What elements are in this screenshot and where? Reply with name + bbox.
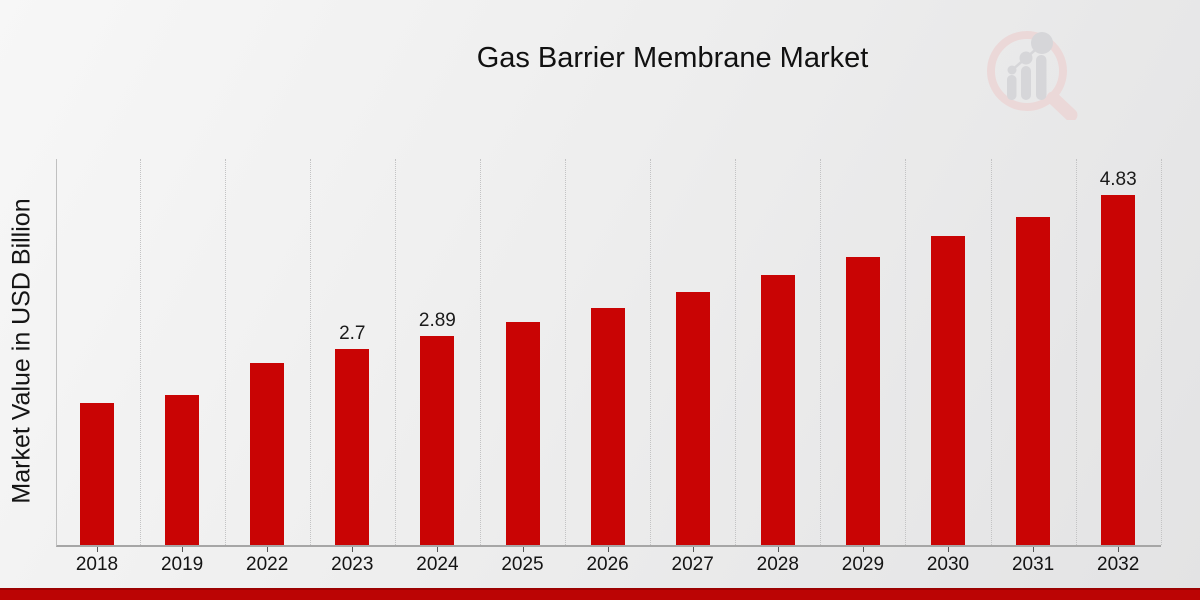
x-tick-label-2032: 2032 xyxy=(1097,554,1140,575)
footer-accent-bar xyxy=(0,588,1200,600)
bar-2025 xyxy=(505,322,540,545)
plot-area: 2018 2019 2022 2.7 2023 2.89 2024 2025 2026 2027 2… xyxy=(56,159,1162,575)
gridline xyxy=(650,159,652,545)
x-axis-tick xyxy=(948,547,949,552)
gridline xyxy=(735,159,737,545)
gridline xyxy=(565,159,567,545)
x-axis-tick xyxy=(692,547,694,552)
x-tick-label-2026: 2026 xyxy=(586,554,629,575)
x-tick-label-2024: 2024 xyxy=(416,554,459,575)
x-tick-label-2027: 2027 xyxy=(671,554,714,575)
bar-2022 xyxy=(250,363,285,545)
x-axis-tick xyxy=(267,547,269,552)
x-axis-tick xyxy=(522,547,524,552)
bar-2032 xyxy=(1101,195,1136,545)
x-tick-label-2031: 2031 xyxy=(1011,554,1055,575)
bar-value-label-2023: 2.7 xyxy=(339,323,366,344)
gridline xyxy=(820,159,822,545)
x-axis-tick xyxy=(1118,547,1120,552)
x-axis-tick xyxy=(97,547,98,552)
bar-value-label-2024: 2.89 xyxy=(418,310,456,331)
x-tick-label-2028: 2028 xyxy=(756,554,799,575)
x-axis-tick xyxy=(437,547,439,552)
bar-2031 xyxy=(1016,217,1051,545)
gridline xyxy=(1075,159,1077,545)
bar-2026 xyxy=(590,308,625,545)
gridline xyxy=(394,159,396,545)
bar-2018 xyxy=(80,403,114,545)
x-tick-label-2022: 2022 xyxy=(246,554,289,575)
x-axis-tick xyxy=(777,547,779,552)
x-tick-label-2030: 2030 xyxy=(926,554,970,575)
bar-value-label-2032: 4.83 xyxy=(1099,169,1137,190)
x-tick-label-2025: 2025 xyxy=(501,554,544,575)
x-tick-label-2029: 2029 xyxy=(841,554,885,575)
x-axis-tick xyxy=(607,547,609,552)
gridline xyxy=(905,159,907,545)
x-axis-tick xyxy=(862,547,864,552)
x-axis-tick xyxy=(182,547,184,552)
bar-2024 xyxy=(420,336,455,545)
bar-2019 xyxy=(165,395,200,545)
gridline xyxy=(990,159,992,545)
bar-2030 xyxy=(931,236,965,545)
gridline xyxy=(1160,159,1162,545)
page-title: Gas Barrier Membrane Market xyxy=(476,42,869,74)
bar-2028 xyxy=(760,275,795,545)
y-axis-title: Market Value in USD Billion xyxy=(7,198,36,504)
magnifier-bar-chart-logo-icon xyxy=(987,31,1078,120)
bar-2027 xyxy=(675,292,710,545)
gridline xyxy=(309,159,311,545)
x-axis-tick xyxy=(1033,547,1035,552)
bar-2029 xyxy=(845,257,880,545)
gridline xyxy=(479,159,481,545)
gridline xyxy=(224,159,226,545)
x-tick-label-2023: 2023 xyxy=(331,554,374,575)
bar-2023 xyxy=(335,349,370,545)
x-axis-tick xyxy=(352,547,354,552)
x-tick-label-2018: 2018 xyxy=(75,554,119,575)
gridline xyxy=(139,159,141,545)
x-tick-label-2019: 2019 xyxy=(160,554,204,575)
